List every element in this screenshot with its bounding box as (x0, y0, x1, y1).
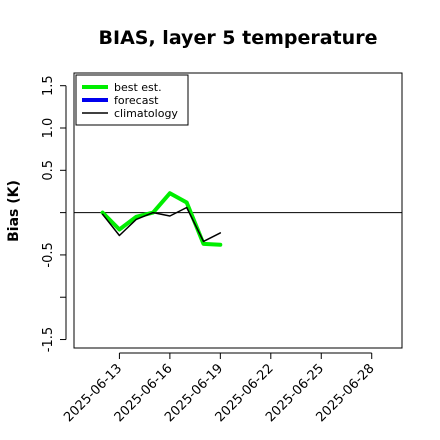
legend-label: climatology (114, 107, 178, 120)
y-axis-label: Bias (K) (6, 180, 22, 242)
legend-label: best est. (114, 81, 162, 94)
series-line-best-est (100, 191, 223, 247)
plot-area: -1.5-0.50.51.01.52025-06-132025-06-16202… (41, 72, 403, 425)
plot-frame (73, 72, 403, 349)
chart-title: BIAS, layer 5 temperature (99, 27, 378, 49)
y-tick-label: 1.0 (41, 118, 56, 139)
legend-label: forecast (114, 94, 159, 107)
y-tick-label: 0.5 (41, 160, 56, 181)
y-tick-label: 1.5 (41, 75, 56, 96)
series-line-climatology (101, 206, 222, 243)
y-tick-label: -0.5 (41, 242, 56, 267)
y-tick-label: -1.5 (41, 327, 56, 352)
